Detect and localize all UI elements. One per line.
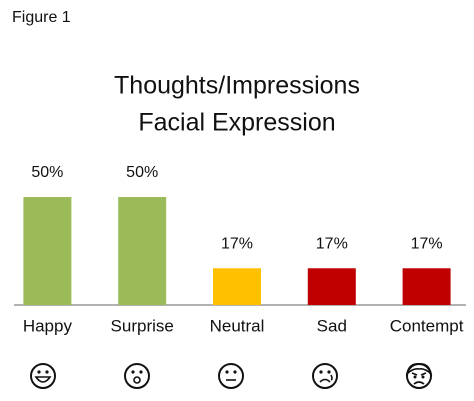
bar: [118, 197, 167, 305]
bar: [23, 197, 72, 305]
x-tick-label: Surprise: [111, 316, 174, 335]
value-label: 50%: [31, 164, 63, 181]
neutral-face-icon: [218, 363, 244, 389]
value-label: 17%: [316, 235, 348, 252]
x-tick-label: Contempt: [390, 316, 464, 335]
value-label: 17%: [411, 235, 443, 252]
x-tick-label: Happy: [23, 316, 73, 335]
bar: [402, 268, 451, 305]
chart-title: Thoughts/Impressions: [114, 72, 360, 100]
surprise-face-icon: [124, 363, 150, 389]
happy-face-icon: [30, 363, 56, 389]
value-label: 50%: [126, 164, 158, 181]
sad-face-icon: [312, 363, 338, 389]
figure-label: Figure 1: [12, 9, 71, 26]
bar: [307, 268, 356, 305]
contempt-face-icon: [405, 363, 433, 389]
chart-title: Facial Expression: [138, 109, 335, 137]
bar: [213, 268, 261, 305]
x-tick-label: Sad: [317, 316, 347, 335]
value-label: 17%: [221, 235, 253, 252]
x-tick-label: Neutral: [210, 316, 265, 335]
